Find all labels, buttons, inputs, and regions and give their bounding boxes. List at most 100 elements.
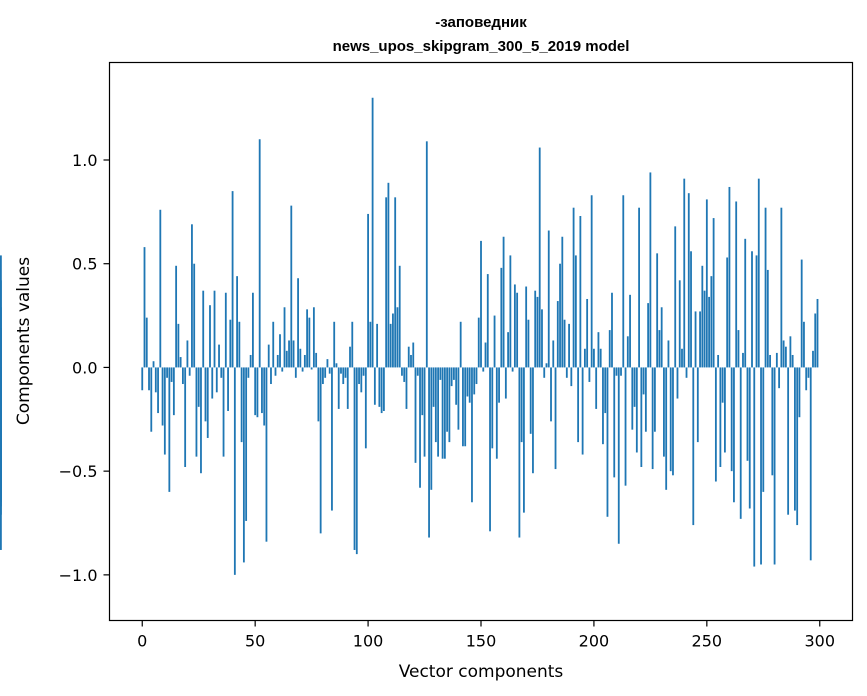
bar [523, 367, 525, 513]
axes-group: 0 50 100 150 200 250 300 −1.0 −0.5 0.0 0.5 1.0 [59, 151, 835, 651]
bar [543, 367, 546, 378]
bar [529, 367, 532, 434]
bar [710, 276, 713, 368]
bar [701, 265, 704, 368]
bar [534, 290, 537, 368]
bar [423, 367, 426, 457]
bar [730, 367, 733, 472]
bar [265, 367, 268, 542]
bar [676, 367, 679, 399]
bar [653, 367, 656, 432]
bar [398, 265, 401, 368]
bar [784, 346, 787, 368]
bar [574, 255, 577, 368]
bar [430, 367, 433, 490]
bar [163, 367, 166, 455]
bar [525, 286, 528, 368]
bar [502, 236, 505, 368]
bar [331, 367, 333, 511]
bar [364, 367, 367, 449]
bar [258, 139, 261, 368]
bar [658, 330, 661, 368]
bar [613, 367, 616, 478]
bar [141, 367, 144, 391]
bar [721, 367, 724, 403]
bar [764, 207, 767, 368]
bar [642, 367, 645, 395]
bar [787, 367, 790, 515]
bar [204, 367, 207, 422]
bar [604, 367, 607, 414]
y-tick-label: 1.0 [72, 151, 97, 170]
bar [443, 367, 446, 459]
bar [168, 367, 171, 492]
bar [387, 182, 390, 368]
bar [179, 357, 182, 368]
bar [538, 147, 541, 368]
bar [807, 367, 810, 378]
bar [495, 367, 498, 459]
bar [401, 367, 403, 376]
bar [385, 197, 388, 368]
bar [416, 367, 419, 376]
bar [233, 367, 236, 575]
bar [672, 367, 674, 476]
bar [360, 367, 363, 393]
bar [195, 367, 198, 457]
bar [705, 199, 708, 368]
bar [511, 367, 514, 372]
bar [215, 367, 218, 393]
bar [297, 278, 299, 368]
bar [267, 344, 270, 368]
bar [696, 367, 699, 443]
bar [457, 367, 460, 430]
bar [410, 354, 412, 368]
bar [608, 330, 611, 368]
bar [177, 323, 180, 368]
bar [245, 367, 248, 521]
bar [667, 340, 670, 368]
bar [143, 247, 146, 368]
bar [240, 367, 243, 443]
bar [651, 367, 654, 470]
bar [344, 367, 347, 378]
bar [541, 309, 543, 368]
bar [346, 367, 349, 409]
bar [491, 367, 494, 449]
bar [708, 296, 710, 368]
bar [812, 350, 814, 368]
bar [629, 294, 631, 368]
bar [335, 363, 338, 368]
y-tick-label: −0.5 [59, 462, 98, 481]
bar [602, 367, 604, 445]
bar [161, 367, 164, 426]
bar [760, 367, 762, 565]
bar [588, 367, 591, 382]
bar [236, 276, 238, 368]
y-tick-label: 0.5 [72, 255, 97, 274]
bar [227, 367, 229, 411]
bar [748, 367, 751, 509]
bar [789, 336, 792, 368]
bar [762, 367, 765, 492]
x-tick-label: 300 [804, 632, 835, 651]
bar [678, 280, 681, 368]
y-tick-label: 0.0 [72, 358, 97, 377]
bar [568, 323, 570, 368]
bar [202, 290, 205, 368]
plot-frame [108, 61, 854, 622]
bar [308, 317, 311, 368]
bar [263, 367, 266, 426]
bar [434, 367, 437, 443]
bar [197, 367, 200, 407]
bar [507, 332, 510, 368]
bar [355, 367, 358, 555]
bar [751, 251, 753, 368]
bar [425, 141, 428, 368]
bar [590, 195, 593, 368]
bar [181, 367, 184, 385]
bar [780, 207, 783, 368]
bar [274, 367, 277, 376]
bar [692, 367, 695, 526]
bar [337, 367, 340, 409]
